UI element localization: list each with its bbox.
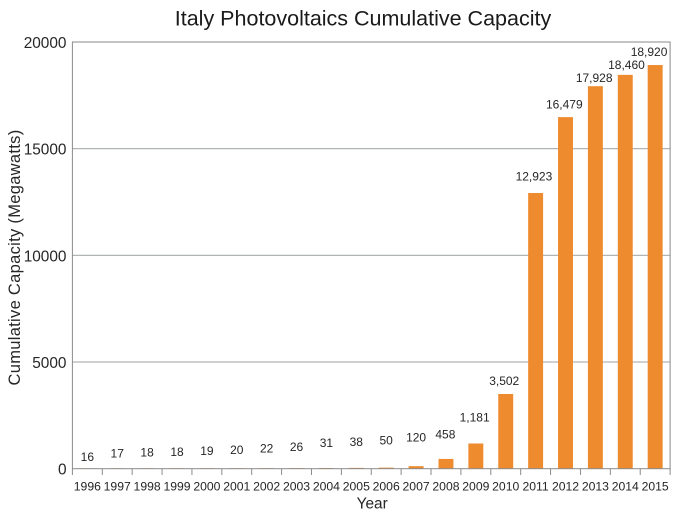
svg-text:1998: 1998 xyxy=(134,480,161,494)
svg-text:38: 38 xyxy=(350,435,364,449)
svg-text:Cumulative Capacity (Megawatts: Cumulative Capacity (Megawatts) xyxy=(6,130,24,386)
svg-text:10000: 10000 xyxy=(24,248,67,265)
svg-text:2008: 2008 xyxy=(432,480,459,494)
svg-text:50: 50 xyxy=(380,434,394,448)
svg-text:18: 18 xyxy=(170,445,184,459)
svg-text:0: 0 xyxy=(58,462,67,479)
svg-text:18: 18 xyxy=(140,445,154,459)
svg-text:2000: 2000 xyxy=(193,480,220,494)
svg-text:2007: 2007 xyxy=(403,480,430,494)
svg-text:12,923: 12,923 xyxy=(516,169,553,183)
svg-text:18,460: 18,460 xyxy=(608,58,645,72)
svg-text:458: 458 xyxy=(435,428,455,442)
svg-text:1996: 1996 xyxy=(74,480,101,494)
svg-text:2014: 2014 xyxy=(612,480,639,494)
svg-text:31: 31 xyxy=(320,436,334,450)
svg-text:1,181: 1,181 xyxy=(460,411,490,425)
svg-text:120: 120 xyxy=(406,431,426,445)
svg-text:16,479: 16,479 xyxy=(546,97,583,111)
svg-text:2005: 2005 xyxy=(343,480,370,494)
svg-text:2006: 2006 xyxy=(373,480,400,494)
svg-text:Year: Year xyxy=(357,495,388,512)
svg-text:2012: 2012 xyxy=(552,480,579,494)
svg-text:22: 22 xyxy=(260,441,274,455)
svg-text:17: 17 xyxy=(111,447,125,461)
svg-text:2003: 2003 xyxy=(283,480,310,494)
svg-text:3,502: 3,502 xyxy=(489,374,519,388)
svg-text:2001: 2001 xyxy=(223,480,250,494)
svg-text:20000: 20000 xyxy=(24,35,67,52)
svg-text:5000: 5000 xyxy=(32,355,66,372)
svg-text:20: 20 xyxy=(230,443,244,457)
svg-text:15000: 15000 xyxy=(24,142,67,159)
svg-text:1997: 1997 xyxy=(104,480,131,494)
svg-text:2009: 2009 xyxy=(462,480,489,494)
svg-text:2010: 2010 xyxy=(492,480,519,494)
svg-text:Italy Photovoltaics Cumulative: Italy Photovoltaics Cumulative Capacity xyxy=(175,7,552,31)
svg-text:2002: 2002 xyxy=(253,480,280,494)
svg-text:18,920: 18,920 xyxy=(631,45,668,59)
svg-text:2004: 2004 xyxy=(313,480,340,494)
svg-text:2013: 2013 xyxy=(582,480,609,494)
svg-text:19: 19 xyxy=(200,444,214,458)
svg-text:1999: 1999 xyxy=(163,480,190,494)
svg-text:2015: 2015 xyxy=(642,480,669,494)
svg-text:17,928: 17,928 xyxy=(576,71,613,85)
svg-text:2011: 2011 xyxy=(523,480,549,494)
svg-text:26: 26 xyxy=(290,440,304,454)
svg-text:16: 16 xyxy=(81,450,95,464)
